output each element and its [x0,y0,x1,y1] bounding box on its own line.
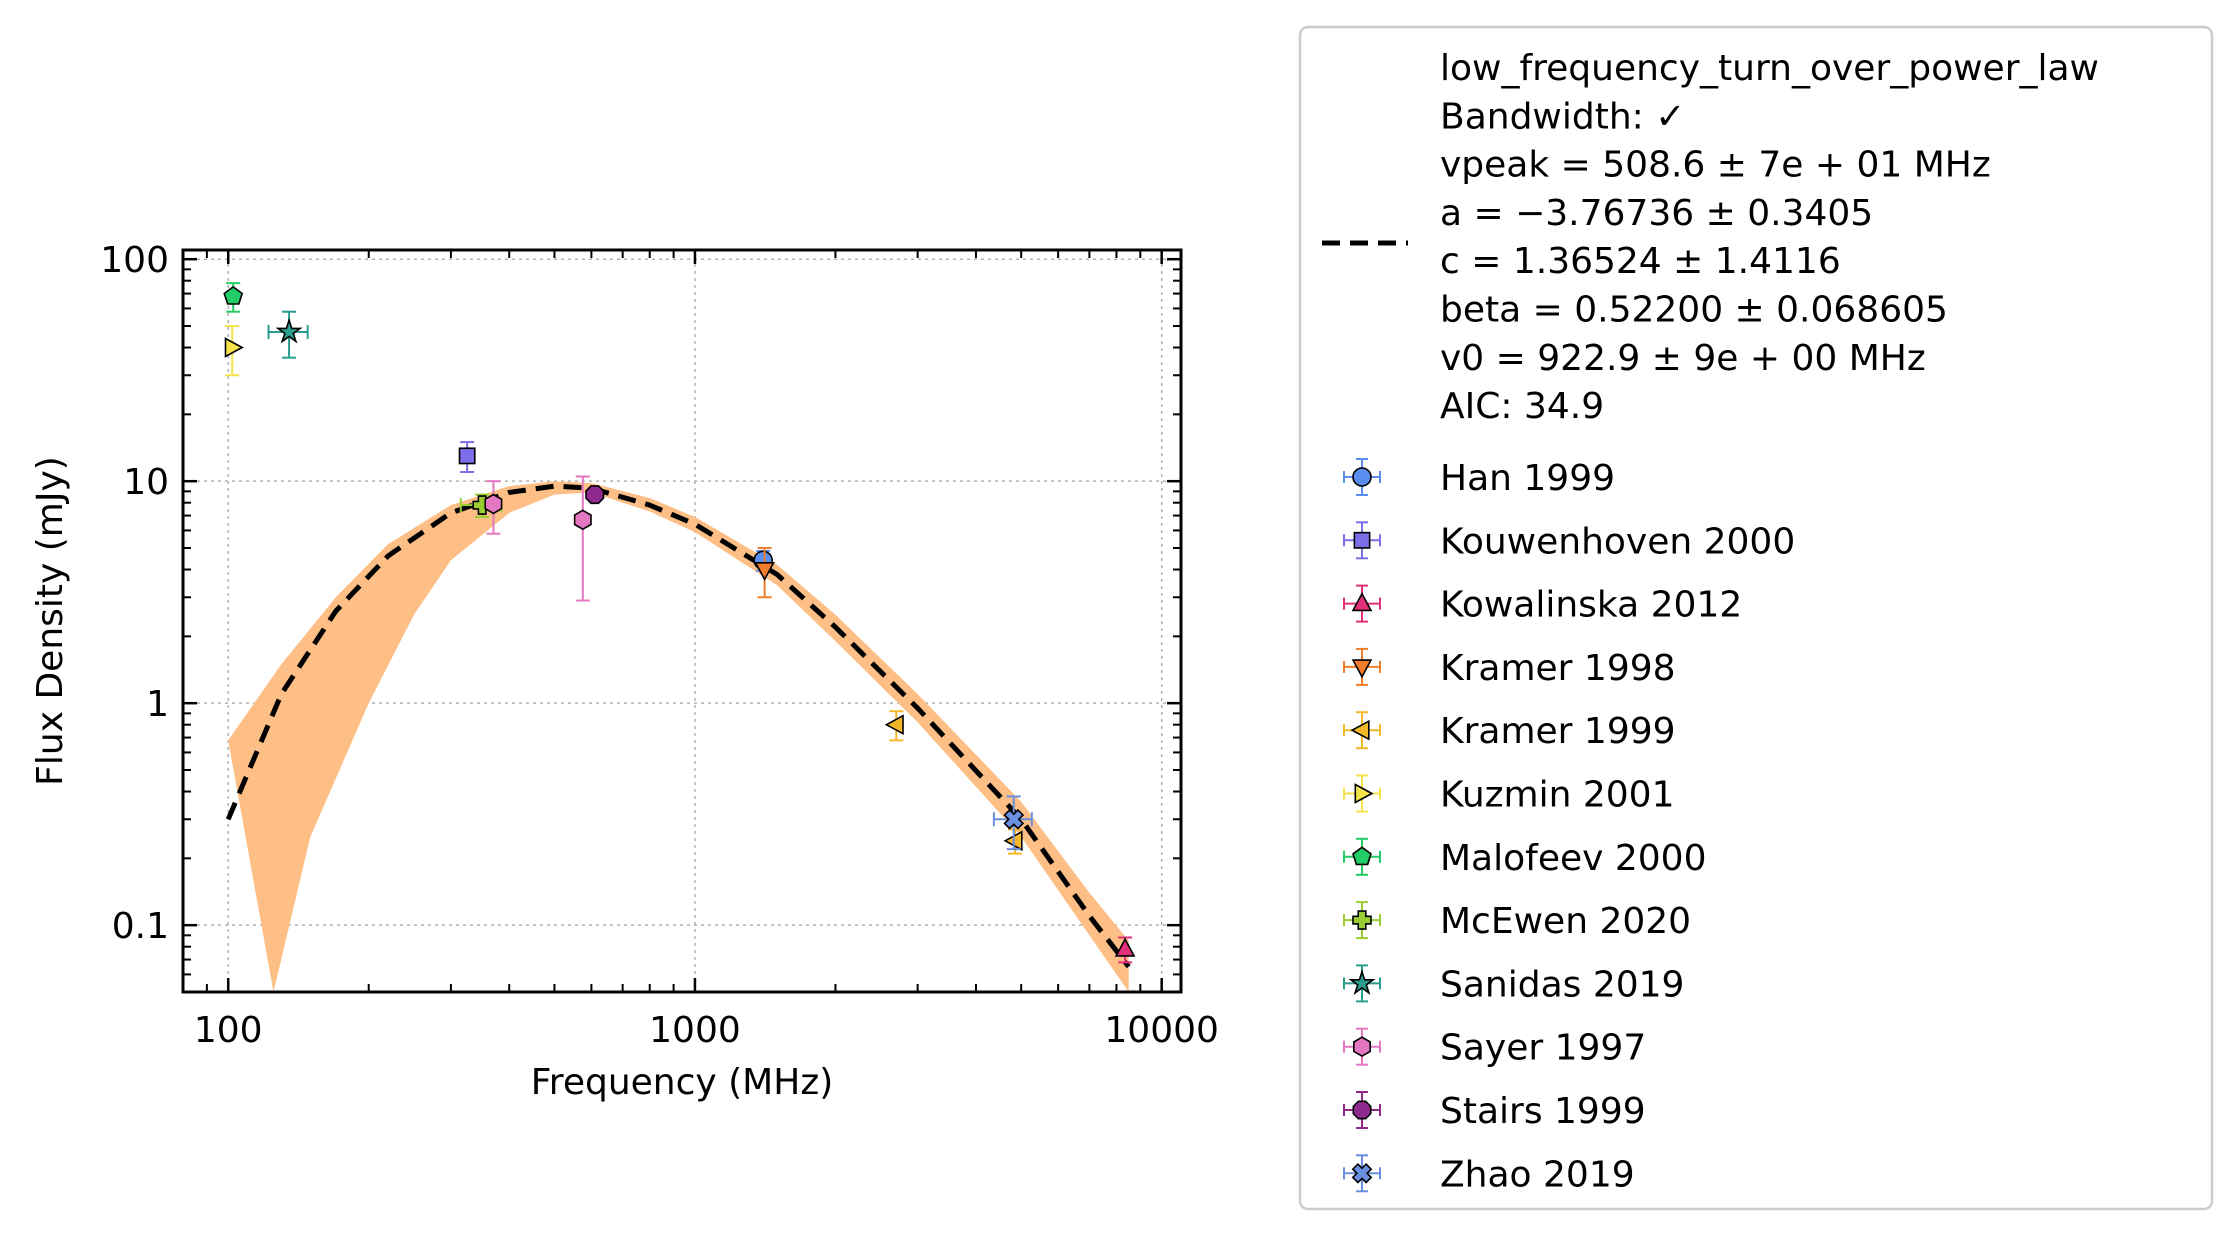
fit-uncertainty-band [228,481,1129,992]
legend-marker [1352,846,1372,866]
legend-marker [1351,592,1373,612]
legend-entry: Sayer 1997 [1343,1027,1646,1069]
data-marker [573,509,592,531]
legend-marker [1351,659,1373,679]
plot-frame [181,248,1183,994]
legend-label: Kramer 1999 [1440,711,1676,752]
data-point [585,485,605,505]
y-tick-label: 0.1 [112,906,169,947]
data-marker [585,485,605,505]
legend-entry: Sanidas 2019 [1343,964,1684,1005]
legend-label: Sayer 1997 [1440,1028,1646,1069]
legend: low_frequency_turn_over_power_law Bandwid… [1298,25,2214,1211]
y-axis-label: Flux Density (mJy) [30,456,71,786]
legend-marker [1350,719,1370,741]
data-marker [223,285,244,305]
data-point [573,475,592,602]
data-point [884,710,904,742]
data-marker [484,493,503,515]
legend-label: Sanidas 2019 [1440,964,1684,1005]
legend-marker [1354,783,1374,804]
x-axis-label: Frequency (MHz) [531,1062,834,1103]
legend-fit-text: vpeak = 508.6 ± 7e + 01 MHz [1440,145,1991,186]
legend-label: Malofeev 2000 [1440,838,1706,879]
data-point [754,547,775,599]
data-marker [224,337,244,358]
legend-fit-text: beta = 0.52200 ± 0.068605 [1440,290,1948,331]
legend-entry: Kuzmin 2001 [1343,774,1674,816]
legend-marker [1353,1036,1371,1058]
legend-entry: Kouwenhoven 2000 [1343,521,1795,562]
data-point [992,795,1033,851]
y-tick-label: 1 [146,684,169,725]
legend-fit-text: v0 = 922.9 ± 9e + 00 MHz [1440,338,1926,379]
data-marker [458,447,476,465]
fit-curve [225,483,1131,969]
data-point [1114,936,1136,964]
legend-entry: Stairs 1999 [1343,1091,1646,1132]
legend-entry: Kramer 1999 [1343,711,1676,752]
legend-label: Kuzmin 2001 [1440,775,1674,816]
data-point [223,282,244,313]
y-tick-label: 10 [123,462,169,503]
legend-fit-text: AIC: 34.9 [1440,386,1604,427]
data-marker [275,317,303,344]
legend-marker [1352,1100,1372,1120]
legend-marker [1348,969,1376,995]
grid-lines [183,250,1181,992]
legend-label: Han 1999 [1440,458,1615,499]
legend-fit-text: a = −3.76736 ± 0.3405 [1440,193,1873,234]
legend-entry: Zhao 2019 [1343,1154,1635,1195]
data-point [224,325,244,377]
data-point [458,441,476,473]
data-marker [884,714,904,736]
data-point [484,480,503,535]
legend-label: Kowalinska 2012 [1440,585,1742,626]
legend-entry: Kowalinska 2012 [1343,584,1742,626]
legend-label: Kouwenhoven 2000 [1440,521,1795,562]
legend-entry: Han 1999 [1343,458,1615,499]
legend-label: Stairs 1999 [1440,1091,1646,1132]
x-tick-label: 100 [194,1010,263,1051]
data-point [267,310,309,359]
legend-marker [1352,910,1372,930]
data-marker [1114,937,1136,957]
y-tick-label: 100 [100,240,169,281]
legend-box [1298,25,2214,1211]
legend-entry: McEwen 2020 [1343,901,1691,942]
legend-fit-text: low_frequency_turn_over_power_law [1440,48,2099,89]
data-marker [754,561,775,582]
legend-entry: Malofeev 2000 [1343,837,1706,879]
data-marker [1003,808,1025,830]
legend-label: McEwen 2020 [1440,901,1691,942]
legend-marker [1353,531,1371,549]
legend-entry: Kramer 1998 [1343,647,1676,689]
x-tick-label: 1000 [649,1010,741,1051]
legend-label: Zhao 2019 [1440,1154,1635,1195]
axis-ticks: 100 1000 10000 0.1 1 10 100 [100,240,1219,1051]
legend-marker [1351,1162,1373,1184]
legend-fit-text: c = 1.36524 ± 1.4116 [1440,241,1841,282]
x-tick-label: 10000 [1104,1010,1219,1051]
legend-fit-text: Bandwidth: ✓ [1440,96,1685,137]
legend-label: Kramer 1998 [1440,648,1676,689]
legend-marker [1352,467,1372,487]
